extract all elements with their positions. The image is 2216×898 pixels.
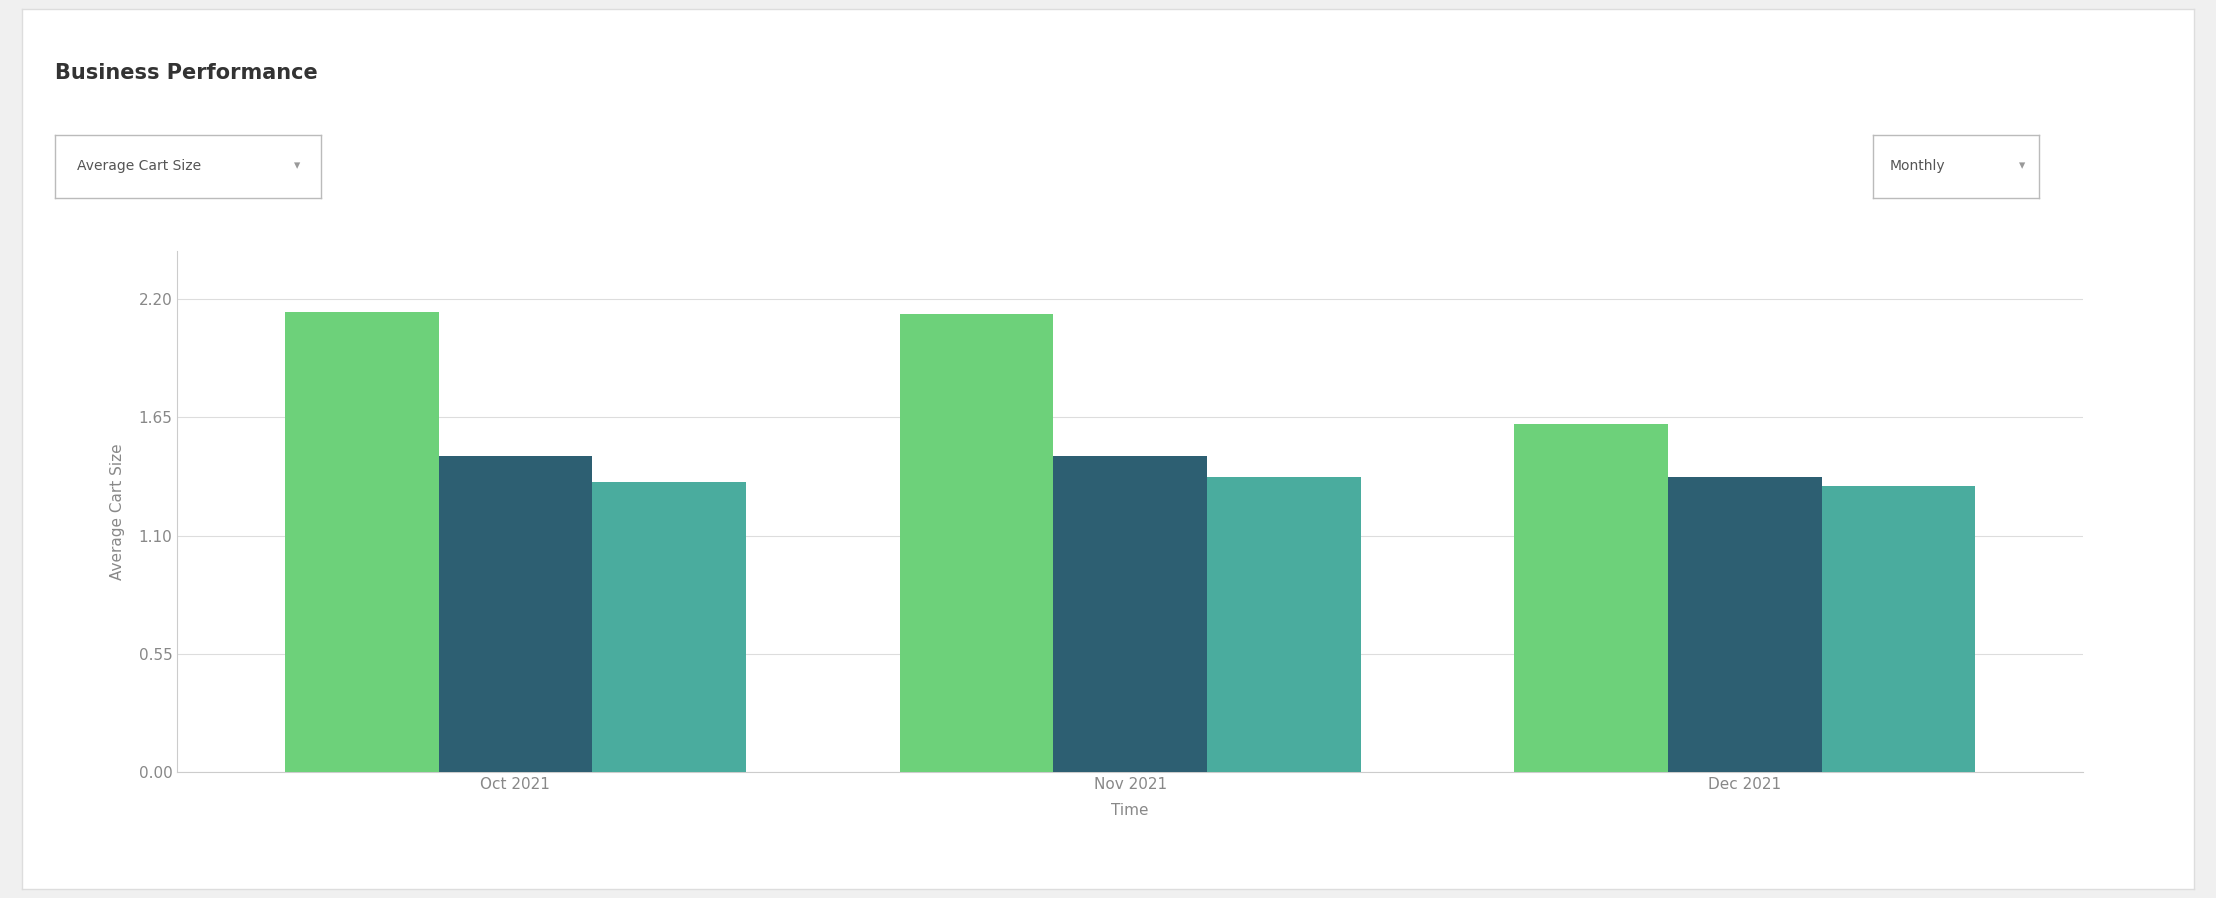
Y-axis label: Average Cart Size: Average Cart Size [109, 444, 124, 580]
Bar [1669, 478, 1822, 772]
Legend: Retail LLC, Peer Group (median), Ecommerce, Electronics (median) ⓘ: Retail LLC, Peer Group (median), Ecommer… [782, 894, 1478, 898]
Text: ▾: ▾ [295, 160, 299, 172]
Bar [1514, 424, 1669, 772]
Text: Average Cart Size: Average Cart Size [78, 159, 202, 173]
Bar [439, 456, 592, 772]
Text: ▾: ▾ [2019, 160, 2025, 172]
Bar [1822, 486, 1974, 772]
Bar [286, 312, 439, 772]
Bar [1053, 456, 1208, 772]
Text: Monthly: Monthly [1888, 159, 1946, 173]
Bar [592, 481, 747, 772]
Bar [900, 314, 1053, 772]
Text: Business Performance: Business Performance [55, 63, 319, 83]
Bar [1208, 478, 1361, 772]
X-axis label: Time: Time [1112, 803, 1148, 818]
